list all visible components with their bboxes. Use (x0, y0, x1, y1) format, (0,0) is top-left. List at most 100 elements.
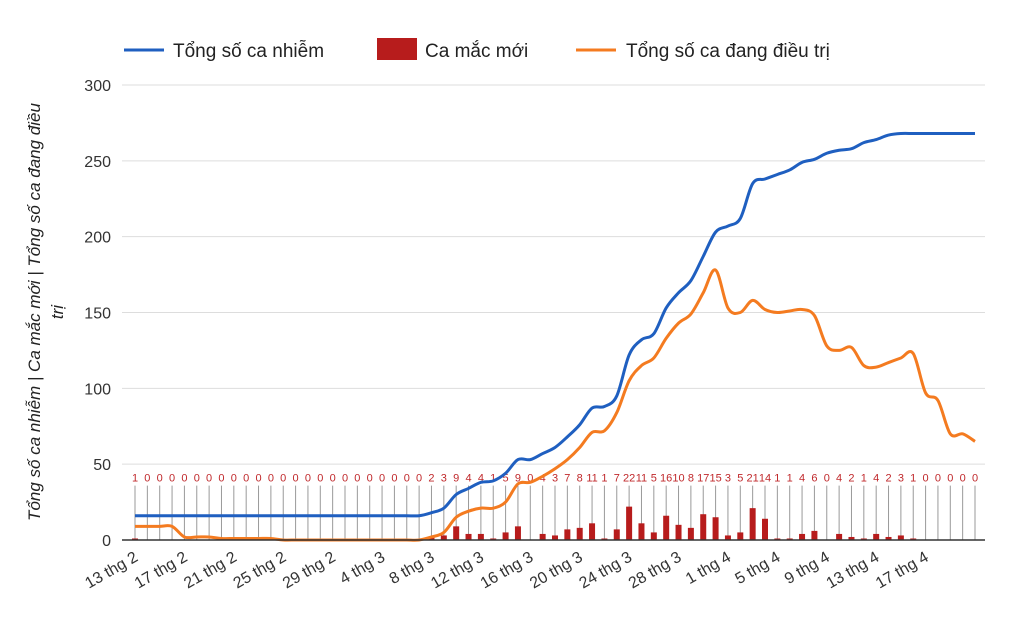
x-tick-label: 13 thg 2 (82, 549, 141, 593)
bar-data-label: 0 (960, 473, 966, 485)
y-tick-label: 200 (84, 230, 111, 247)
x-tick-label: 29 thg 2 (280, 549, 339, 593)
y-axis-title-line1: Tổng số ca nhiễm | Ca mắc mới | Tổng số … (25, 103, 44, 521)
new-cases-bar (514, 526, 521, 540)
new-cases-bar (897, 535, 904, 540)
bar-data-label: 0 (379, 473, 385, 485)
bar-data-label: 0 (947, 473, 953, 485)
bar-data-label: 0 (824, 473, 830, 485)
bar-data-label: 0 (280, 473, 286, 485)
bar-data-label: 1 (774, 473, 780, 485)
line-series (134, 131, 976, 542)
legend-label-total: Tổng số ca nhiễm (173, 40, 324, 62)
bar-data-label: 11 (586, 473, 597, 485)
y-tick-label: 100 (84, 381, 111, 398)
bar-data-label: 0 (317, 473, 323, 485)
bar-data-label: 21 (747, 473, 759, 485)
new-cases-bar (712, 517, 719, 540)
x-tick-label: 13 thg 4 (824, 549, 883, 593)
new-cases-bar (552, 535, 558, 540)
x-tick-label: 5 thg 4 (732, 549, 783, 588)
bar-data-label: 0 (169, 473, 175, 485)
bar-data-label: 2 (428, 473, 434, 485)
bar-data-label: 0 (268, 473, 274, 485)
new-cases-bar (132, 538, 138, 540)
active-cases-line (134, 268, 976, 542)
new-cases-bar (724, 535, 731, 540)
bar-data-label: 0 (342, 473, 348, 485)
x-tick-label: 16 thg 3 (478, 549, 537, 593)
new-cases-bar (663, 515, 670, 540)
y-tick-label: 0 (102, 533, 111, 550)
new-cases-bar (490, 538, 497, 540)
new-cases-bar (477, 533, 484, 540)
new-cases-bar (885, 536, 892, 540)
new-cases-bar (576, 527, 583, 540)
bar-data-label: 0 (231, 473, 237, 485)
bar-data-label: 3 (898, 473, 904, 485)
bar-data-label: 1 (861, 473, 867, 485)
x-tick-label: 28 thg 3 (626, 549, 685, 593)
bar-data-label: 0 (255, 473, 261, 485)
legend-swatch-new (377, 38, 417, 60)
bar-data-label: 7 (614, 473, 620, 485)
new-cases-bar (762, 518, 768, 540)
new-cases-bar (873, 533, 880, 540)
bar-data-label: 1 (490, 473, 496, 485)
bar-data-label: 4 (540, 473, 546, 485)
bar-data-label: 7 (564, 473, 570, 485)
total-cases-line (135, 131, 975, 518)
x-tick-label: 1 thg 4 (683, 549, 734, 588)
new-cases-bar (737, 532, 744, 540)
new-cases-bar (453, 526, 460, 540)
new-cases-bar (626, 506, 633, 540)
y-tick-label: 150 (84, 306, 111, 323)
x-tick-label: 4 thg 3 (337, 549, 388, 588)
gridlines (122, 84, 985, 465)
y-axis-title-line2: trị (48, 304, 67, 319)
bar-data-label: 22 (623, 473, 635, 485)
bar-data-label: 0 (404, 473, 410, 485)
bar-data-label: 5 (503, 473, 509, 485)
bar-data-label: 0 (218, 473, 224, 485)
new-cases-bars: 1 0 0 0 0 0 0 0 0 0 0 0 0 0 0 0 0 0 0 0 0 0 0 0 2 3 9 4 4 1 5 9 0 4 3 7 8 11 1… (132, 473, 978, 540)
bar-data-label: 0 (354, 473, 360, 485)
bar-data-label: 14 (759, 473, 771, 485)
bar-data-label: 3 (441, 473, 447, 485)
legend-label-new: Ca mắc mới (425, 40, 528, 62)
bar-data-label: 9 (453, 473, 459, 485)
new-cases-bar (613, 529, 620, 540)
new-cases-bar (799, 533, 806, 540)
new-cases-bar (589, 523, 596, 540)
new-cases-bar (502, 532, 509, 540)
legend: Tổng số ca nhiễm Ca mắc mới Tổng số ca đ… (124, 38, 830, 62)
x-axis-ticks: 13 thg 217 thg 221 thg 225 thg 229 thg 2… (82, 549, 931, 593)
new-cases-bar (650, 532, 657, 540)
bar-data-label: 0 (305, 473, 311, 485)
new-cases-bar (601, 538, 608, 540)
new-cases-bar (687, 527, 694, 540)
x-tick-label: 12 thg 3 (428, 549, 487, 593)
bar-data-label: 11 (636, 473, 647, 485)
bar-data-label: 4 (465, 473, 471, 485)
bar-data-label: 0 (206, 473, 212, 485)
bar-data-label: 0 (144, 473, 150, 485)
bar-data-label: 0 (330, 473, 336, 485)
bar-data-label: 0 (527, 473, 533, 485)
bar-data-label: 8 (577, 473, 583, 485)
y-axis-title: Tổng số ca nhiễm | Ca mắc mới | Tổng số … (25, 103, 67, 521)
bar-data-label: 4 (478, 473, 484, 485)
new-cases-bar (539, 533, 546, 540)
x-tick-label: 24 thg 3 (577, 549, 636, 593)
bar-data-label: 4 (873, 473, 879, 485)
bar-data-label: 5 (737, 473, 743, 485)
legend-label-active: Tổng số ca đang điều trị (626, 41, 830, 62)
bar-data-label: 1 (601, 473, 607, 485)
x-tick-label: 20 thg 3 (527, 549, 586, 593)
new-cases-bar (836, 533, 843, 540)
bar-data-label: 0 (243, 473, 249, 485)
bar-data-label: 15 (709, 473, 721, 485)
bar-data-label: 2 (885, 473, 891, 485)
y-tick-label: 50 (93, 457, 111, 474)
